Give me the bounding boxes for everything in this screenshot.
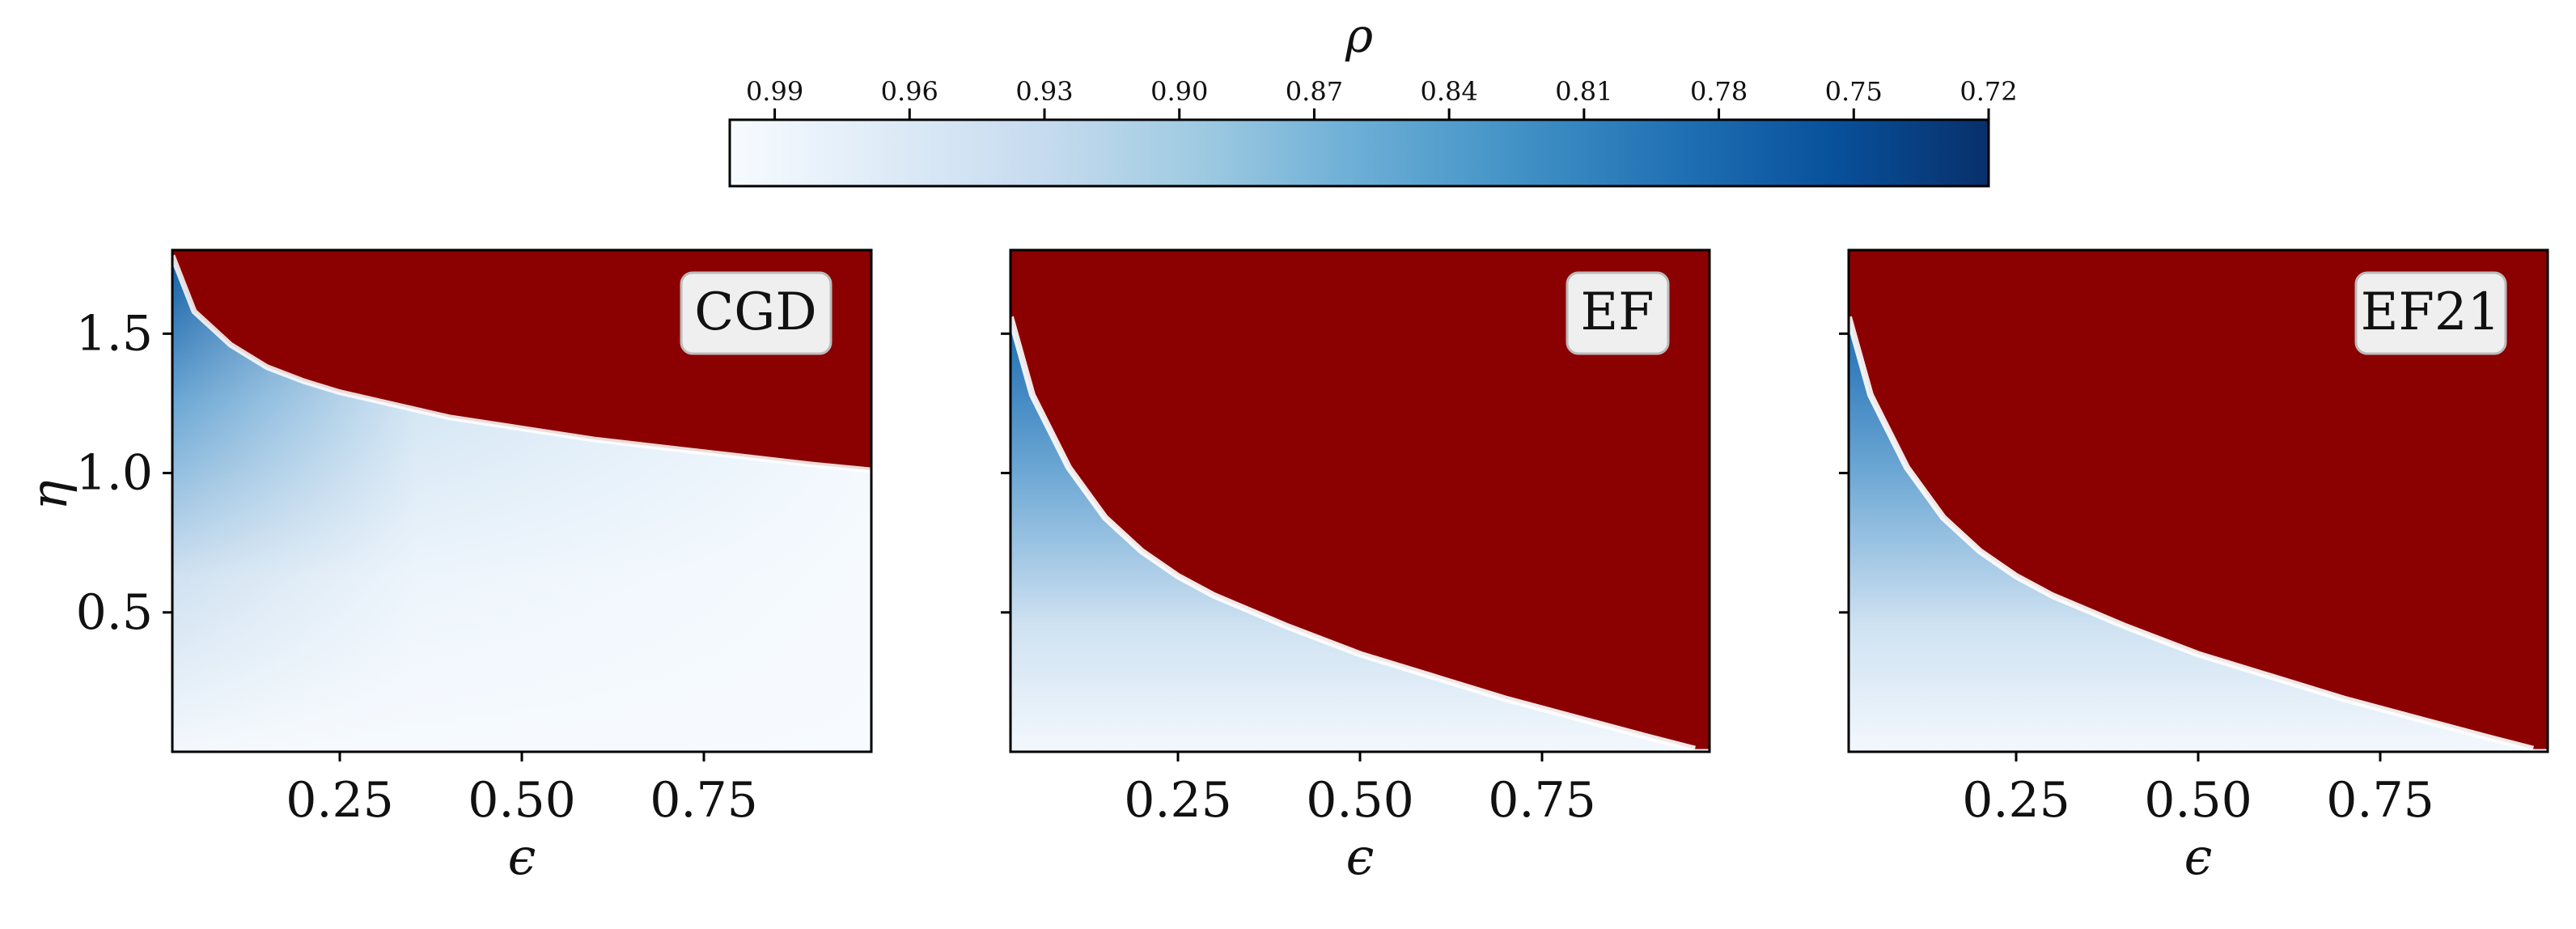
x-tick-label: 0.25 xyxy=(1124,772,1232,829)
x-tick-label: 0.75 xyxy=(650,772,758,829)
x-axis-ticks: 0.25 0.50 0.75 xyxy=(1962,752,2434,829)
stability-boundary xyxy=(172,254,871,473)
x-tick-label: 0.50 xyxy=(1306,772,1414,829)
y-tick-label: 1.0 xyxy=(76,445,153,502)
colorbar-tick-label: 0.90 xyxy=(1150,76,1208,107)
x-axis-ticks: 0.25 0.50 0.75 xyxy=(1124,752,1596,829)
panel-cgd: CGD 0.25 0.50 0.75 0.5 1.0 1.5 ϵ η xyxy=(19,248,873,886)
y-axis-ticks xyxy=(1001,332,1010,614)
colorbar-gradient xyxy=(728,118,1990,188)
x-axis-label: ϵ xyxy=(1346,827,1375,886)
colorbar-tick-label: 0.72 xyxy=(1960,76,2017,107)
legend-badge: CGD xyxy=(680,271,833,355)
stability-boundary xyxy=(1010,316,1696,752)
y-axis-ticks: 0.5 1.0 1.5 xyxy=(76,305,172,641)
colorbar-tick-label: 0.78 xyxy=(1690,76,1748,107)
x-tick-label: 0.75 xyxy=(1488,772,1596,829)
panel-ef21: EF21 0.25 0.50 0.75 ϵ xyxy=(1839,248,2549,886)
x-axis-label: ϵ xyxy=(2184,827,2213,886)
legend-badge: EF21 xyxy=(2354,271,2507,355)
panel-label: CGD xyxy=(694,282,816,342)
panel-label: EF21 xyxy=(2361,282,2501,342)
x-tick-label: 0.75 xyxy=(2326,772,2434,829)
panel-label: EF xyxy=(1580,282,1654,342)
y-tick-label: 1.5 xyxy=(76,305,153,362)
divergent-region xyxy=(1849,250,2548,749)
colorbar-tick-label: 0.75 xyxy=(1825,76,1883,107)
y-axis-label: η xyxy=(19,480,78,510)
x-axis-label: ϵ xyxy=(508,827,536,886)
x-axis-ticks: 0.25 0.50 0.75 xyxy=(286,752,758,829)
colorbar: ρ 0.99 0.96 0.93 0.90 0.87 0.84 0.81 0.78 0.75 0.… xyxy=(728,8,2018,188)
colorbar-tick-label: 0.96 xyxy=(881,76,938,107)
colorbar-tick-label: 0.84 xyxy=(1421,76,1478,107)
colorbar-ticks: 0.99 0.96 0.93 0.90 0.87 0.84 0.81 0.78 0.75 0.72 xyxy=(746,76,2018,120)
panel-ef: EF 0.25 0.50 0.75 ϵ xyxy=(1001,248,1711,886)
stability-boundary xyxy=(1849,316,2534,752)
x-tick-label: 0.25 xyxy=(286,772,394,829)
colorbar-tick-label: 0.99 xyxy=(746,76,803,107)
legend-badge: EF xyxy=(1566,271,1670,355)
x-tick-label: 0.50 xyxy=(2144,772,2252,829)
colorbar-tick-label: 0.87 xyxy=(1286,76,1343,107)
colorbar-tick-label: 0.81 xyxy=(1555,76,1612,107)
y-tick-label: 0.5 xyxy=(76,584,153,641)
divergent-region xyxy=(1010,250,1710,749)
x-tick-label: 0.25 xyxy=(1962,772,2070,829)
x-tick-label: 0.50 xyxy=(468,772,576,829)
y-axis-ticks xyxy=(1839,332,1849,614)
colorbar-tick-label: 0.93 xyxy=(1015,76,1073,107)
colorbar-label: ρ xyxy=(1345,8,1373,63)
